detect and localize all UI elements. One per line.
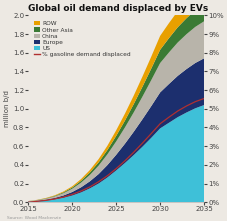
Legend: ROW, Other Asia, China, Europe, US, % gasoline demand displaced: ROW, Other Asia, China, Europe, US, % ga… <box>33 20 131 58</box>
Text: Source: Wood Mackenzie: Source: Wood Mackenzie <box>7 216 61 220</box>
Text: Global oil demand displaced by EVs: Global oil demand displaced by EVs <box>28 4 208 13</box>
Y-axis label: million b/d: million b/d <box>4 90 10 127</box>
